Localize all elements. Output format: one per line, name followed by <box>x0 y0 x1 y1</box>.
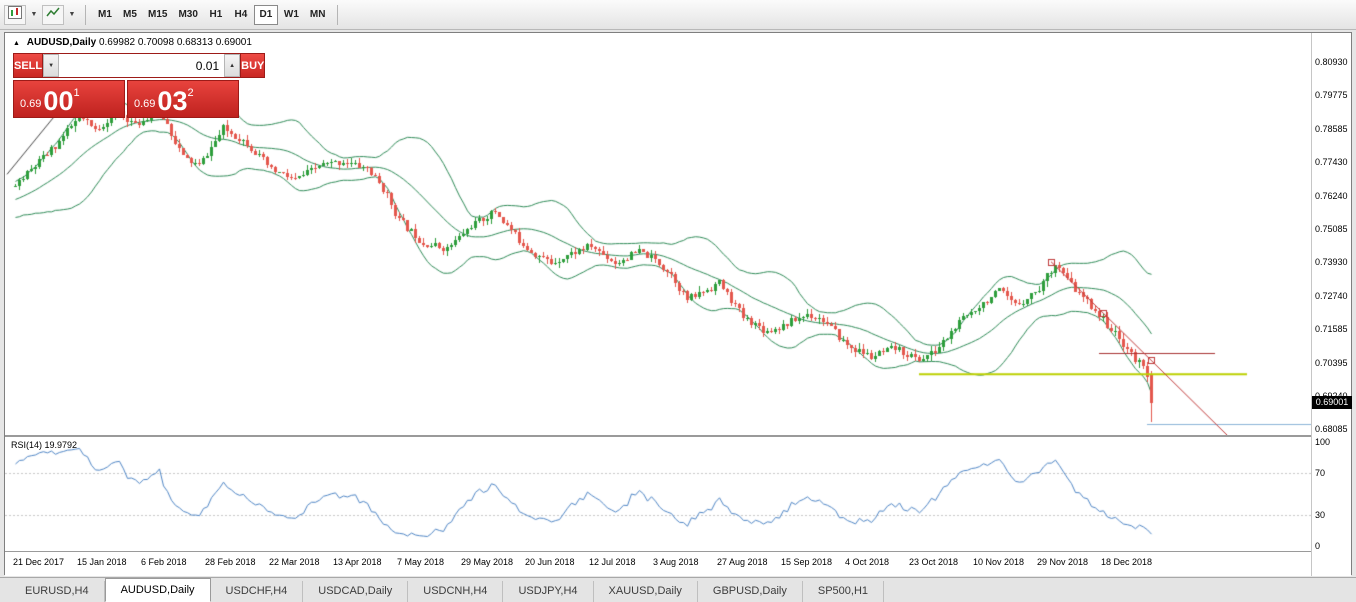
lot-decrease-button[interactable]: ▼ <box>43 54 60 77</box>
tab-usdcnh-h4[interactable]: USDCNH,H4 <box>408 581 504 602</box>
timeframe-mn[interactable]: MN <box>309 8 326 20</box>
date-axis-tick: 6 Feb 2018 <box>141 557 187 567</box>
rsi-canvas[interactable] <box>5 437 1311 551</box>
date-axis-tick: 13 Apr 2018 <box>333 557 382 567</box>
rsi-dateaxis-splitter <box>5 551 1351 552</box>
price-axis-tick: 0.68085 <box>1315 423 1348 434</box>
date-axis-tick: 4 Oct 2018 <box>845 557 890 567</box>
lot-increase-button[interactable]: ▲ <box>224 54 241 77</box>
buy-price-base: 0.69 <box>134 98 156 110</box>
sell-price-big-digits: 00 <box>43 86 74 116</box>
date-axis-tick: 20 Jun 2018 <box>525 557 575 567</box>
price-axis-tick: 0.75085 <box>1315 224 1348 234</box>
date-axis-tick: 10 Nov 2018 <box>973 557 1025 567</box>
price-axis-tick: 0.79775 <box>1315 90 1348 101</box>
sell-button[interactable]: SELL <box>13 53 44 78</box>
sell-price-display[interactable]: 0.69 00 1 <box>13 80 125 118</box>
lot-size-input[interactable] <box>59 54 225 77</box>
price-axis-tick: 0.77430 <box>1315 157 1348 168</box>
date-axis-tick: 15 Sep 2018 <box>781 557 833 567</box>
chart-type-button[interactable] <box>42 4 64 25</box>
candlestick-chart-icon <box>8 5 22 24</box>
timeframe-w1[interactable]: W1 <box>283 8 299 20</box>
date-axis-tick: 12 Jul 2018 <box>589 557 636 567</box>
buy-price-pip-digit: 2 <box>187 87 194 99</box>
lot-size-control: ▼ ▲ <box>43 53 241 78</box>
chart-title: ▲ AUDUSD,Daily 0.69982 0.70098 0.68313 0… <box>13 37 252 48</box>
open-chart-button[interactable] <box>4 4 26 25</box>
sell-price-pip-digit: 1 <box>73 87 80 99</box>
timeframe-m30[interactable]: M30 <box>178 8 198 20</box>
tab-xauusd-daily[interactable]: XAUUSD,Daily <box>594 581 698 602</box>
chart-symbol-label: AUDUSD,Daily <box>26 37 97 48</box>
rsi-axis-tick: 30 <box>1315 509 1326 520</box>
one-click-trading-panel: SELL ▼ ▲ BUY 0.69 00 1 0.69 03 2 <box>13 53 266 118</box>
timeframe-h4[interactable]: H4 <box>234 8 248 20</box>
rsi-axis-tick: 100 <box>1315 437 1331 447</box>
timeframe-m1[interactable]: M1 <box>98 8 112 20</box>
chart-window: ▲ AUDUSD,Daily 0.69982 0.70098 0.68313 0… <box>4 32 1352 576</box>
price-axis-tick: 0.73930 <box>1315 256 1348 267</box>
toolbar-separator <box>85 4 86 25</box>
top-toolbar: ▼ ▼ M1 M5 M15 M30 H1 H4 D1 W1 MN <box>0 0 1356 30</box>
date-axis-tick: 7 May 2018 <box>397 557 445 567</box>
rsi-axis-tick: 70 <box>1315 468 1326 479</box>
date-axis-tick: 29 Nov 2018 <box>1037 557 1089 567</box>
price-axis-tick: 0.70395 <box>1315 357 1348 368</box>
chart-ohlc-values: 0.69982 0.70098 0.68313 0.69001 <box>98 37 252 48</box>
tab-audusd-daily[interactable]: AUDUSD,Daily <box>104 578 211 602</box>
tab-usdjpy-h4[interactable]: USDJPY,H4 <box>503 581 594 602</box>
price-axis-tick: 0.71585 <box>1315 323 1348 334</box>
line-chart-icon <box>46 6 60 24</box>
chart-type-dropdown-icon[interactable]: ▼ <box>68 11 76 18</box>
price-axis-tick: 0.80930 <box>1315 57 1348 68</box>
tab-usdcad-daily[interactable]: USDCAD,Daily <box>303 581 409 602</box>
date-axis-tick: 27 Aug 2018 <box>717 557 768 567</box>
date-axis-tick: 28 Feb 2018 <box>205 557 256 567</box>
buy-price-big-digits: 03 <box>157 86 188 116</box>
tab-sp500-h1[interactable]: SP500,H1 <box>803 581 885 602</box>
date-axis-tick: 23 Oct 2018 <box>909 557 959 567</box>
tab-usdchf-h4[interactable]: USDCHF,H4 <box>211 581 304 602</box>
price-axis-tick: 0.76240 <box>1315 191 1348 202</box>
tab-eurusd-h4[interactable]: EURUSD,H4 <box>10 581 105 602</box>
price-axis-tick: 0.78585 <box>1315 124 1348 135</box>
timeframe-h1[interactable]: H1 <box>209 8 223 20</box>
chart-tab-bar: EURUSD,H4 AUDUSD,Daily USDCHF,H4 USDCAD,Dai… <box>0 577 1356 602</box>
buy-button[interactable]: BUY <box>240 53 266 78</box>
timeframe-m5[interactable]: M5 <box>123 8 137 20</box>
tab-gbpusd-daily[interactable]: GBPUSD,Daily <box>698 581 803 602</box>
timeframe-d1[interactable]: D1 <box>253 4 278 25</box>
right-axis[interactable]: 0.80930 0.79775 0.78585 0.77430 0.76240 0.750… <box>1311 33 1352 576</box>
chart-rsi-splitter[interactable] <box>5 435 1351 437</box>
toolbar-separator <box>337 4 339 25</box>
collapse-arrow-icon[interactable]: ▲ <box>13 40 20 47</box>
date-axis[interactable]: 21 Dec 2017 15 Jan 2018 6 Feb 2018 28 Feb 2… <box>5 552 1311 576</box>
date-axis-tick: 29 May 2018 <box>461 557 514 567</box>
date-axis-tick: 3 Aug 2018 <box>653 557 699 567</box>
rsi-indicator-label: RSI(14) 19.9792 <box>11 440 78 450</box>
date-axis-tick: 18 Dec 2018 <box>1101 557 1153 567</box>
date-axis-tick: 22 Mar 2018 <box>269 557 320 567</box>
sell-price-base: 0.69 <box>20 98 42 110</box>
rsi-axis-tick: 0 <box>1315 541 1321 551</box>
current-price-tag: 0.69001 <box>1312 395 1352 409</box>
buy-price-display[interactable]: 0.69 03 2 <box>127 80 239 118</box>
timeframe-group: M1 M5 M15 M30 H1 H4 D1 W1 MN <box>93 4 330 25</box>
date-axis-tick: 21 Dec 2017 <box>13 557 65 567</box>
date-axis-tick: 15 Jan 2018 <box>77 557 127 567</box>
chart-dropdown-icon[interactable]: ▼ <box>30 11 38 18</box>
price-axis-tick: 0.72740 <box>1315 290 1348 301</box>
timeframe-m15[interactable]: M15 <box>148 8 168 20</box>
